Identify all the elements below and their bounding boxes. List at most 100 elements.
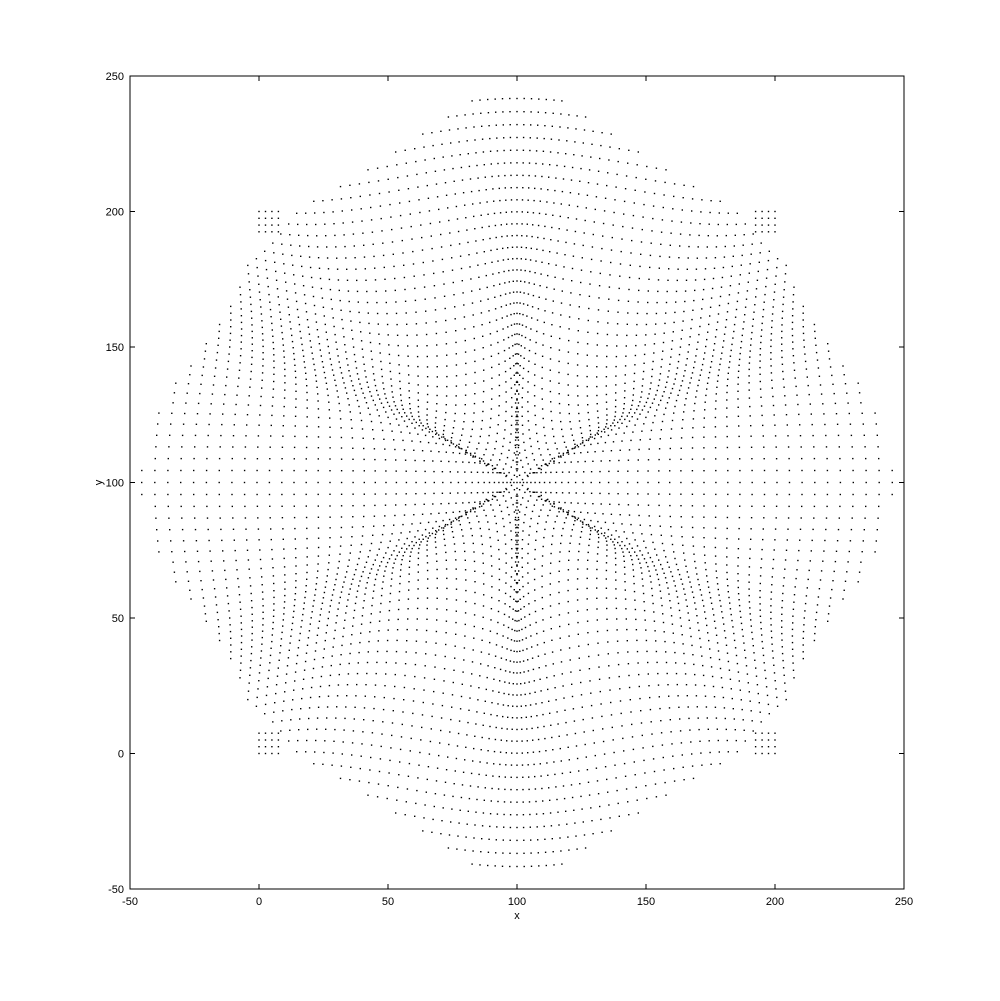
scatter-point [464, 328, 466, 330]
scatter-point [676, 596, 679, 598]
scatter-point [660, 231, 663, 233]
scatter-point [362, 232, 364, 234]
scatter-point [592, 233, 594, 236]
scatter-point [524, 514, 526, 516]
scatter-point [737, 398, 739, 400]
scatter-point [505, 582, 507, 584]
scatter-point [281, 331, 283, 334]
scatter-point [770, 352, 772, 354]
scatter-point [272, 242, 274, 244]
scatter-point [722, 346, 724, 348]
scatter-point [342, 377, 344, 379]
scatter-point [796, 394, 798, 396]
scatter-point [638, 673, 640, 676]
scatter-point [289, 234, 291, 236]
scatter-point [509, 124, 511, 126]
scatter-point [193, 493, 195, 496]
scatter-point [482, 358, 485, 360]
scatter-point [624, 188, 627, 190]
scatter-point [442, 443, 444, 446]
scatter-point [230, 319, 232, 321]
scatter-point [683, 779, 685, 781]
scatter-point [574, 481, 577, 484]
scatter-point [290, 719, 292, 721]
scatter-point [574, 822, 576, 824]
scatter-point [395, 493, 397, 495]
scatter-point [322, 763, 324, 765]
scatter-point [559, 215, 561, 218]
scatter-point [297, 647, 300, 649]
scatter-point [628, 420, 631, 422]
scatter-point [568, 647, 571, 649]
scatter-point [522, 466, 524, 468]
scatter-point [425, 535, 427, 538]
scatter-point [483, 380, 485, 382]
scatter-point [256, 481, 258, 484]
scatter-point [417, 777, 419, 779]
scatter-point [544, 838, 546, 840]
scatter-point [738, 435, 740, 438]
scatter-point [770, 372, 773, 374]
scatter-point [158, 412, 160, 414]
scatter-point [487, 500, 489, 502]
scatter-point [378, 415, 380, 417]
scatter-point [413, 275, 415, 277]
scatter-point [240, 615, 242, 617]
scatter-point [358, 651, 360, 654]
scatter-point [444, 525, 446, 527]
scatter-point [340, 505, 343, 507]
scatter-point [669, 719, 671, 721]
scatter-point [465, 362, 467, 365]
scatter-point [695, 268, 698, 270]
scatter-point [538, 865, 540, 867]
scatter-point [624, 581, 626, 583]
scatter-point [398, 372, 401, 375]
scatter-point [677, 394, 679, 396]
scatter-point [515, 552, 517, 554]
scatter-point [360, 755, 362, 757]
scatter-point [464, 849, 466, 851]
scatter-point [803, 346, 805, 348]
scatter-point [757, 692, 759, 695]
scatter-point [401, 723, 403, 726]
scatter-point [643, 759, 645, 762]
scatter-point [224, 393, 226, 396]
scatter-point [631, 559, 633, 561]
scatter-point [467, 721, 469, 724]
scatter-point [256, 266, 258, 269]
scatter-point [658, 470, 660, 472]
scatter-point [344, 387, 347, 389]
scatter-point [537, 839, 539, 841]
scatter-point [438, 434, 440, 436]
scatter-point [703, 527, 705, 529]
scatter-point [636, 799, 638, 801]
scatter-point [771, 326, 773, 329]
scatter-point [709, 597, 712, 599]
scatter-point [435, 416, 437, 419]
scatter-point [359, 767, 361, 770]
scatter-point [770, 598, 772, 600]
scatter-point [420, 739, 422, 741]
scatter-point [623, 566, 626, 568]
scatter-point [605, 562, 608, 564]
scatter-point [444, 418, 446, 421]
scatter-point [614, 425, 616, 427]
scatter-point [600, 144, 602, 147]
scatter-point [517, 591, 519, 593]
scatter-point [537, 111, 539, 113]
scatter-point [478, 189, 480, 192]
scatter-point [516, 573, 518, 575]
scatter-point [551, 651, 554, 653]
scatter-point [660, 720, 662, 722]
scatter-point [701, 599, 704, 602]
scatter-point [612, 224, 614, 226]
scatter-point [455, 375, 458, 377]
scatter-point [514, 570, 516, 572]
scatter-point [504, 681, 506, 683]
scatter-point [658, 504, 660, 507]
scatter-point [802, 630, 805, 633]
scatter-point [264, 713, 266, 715]
scatter-point [621, 541, 623, 543]
scatter-point [576, 375, 579, 377]
scatter-point [489, 137, 491, 140]
